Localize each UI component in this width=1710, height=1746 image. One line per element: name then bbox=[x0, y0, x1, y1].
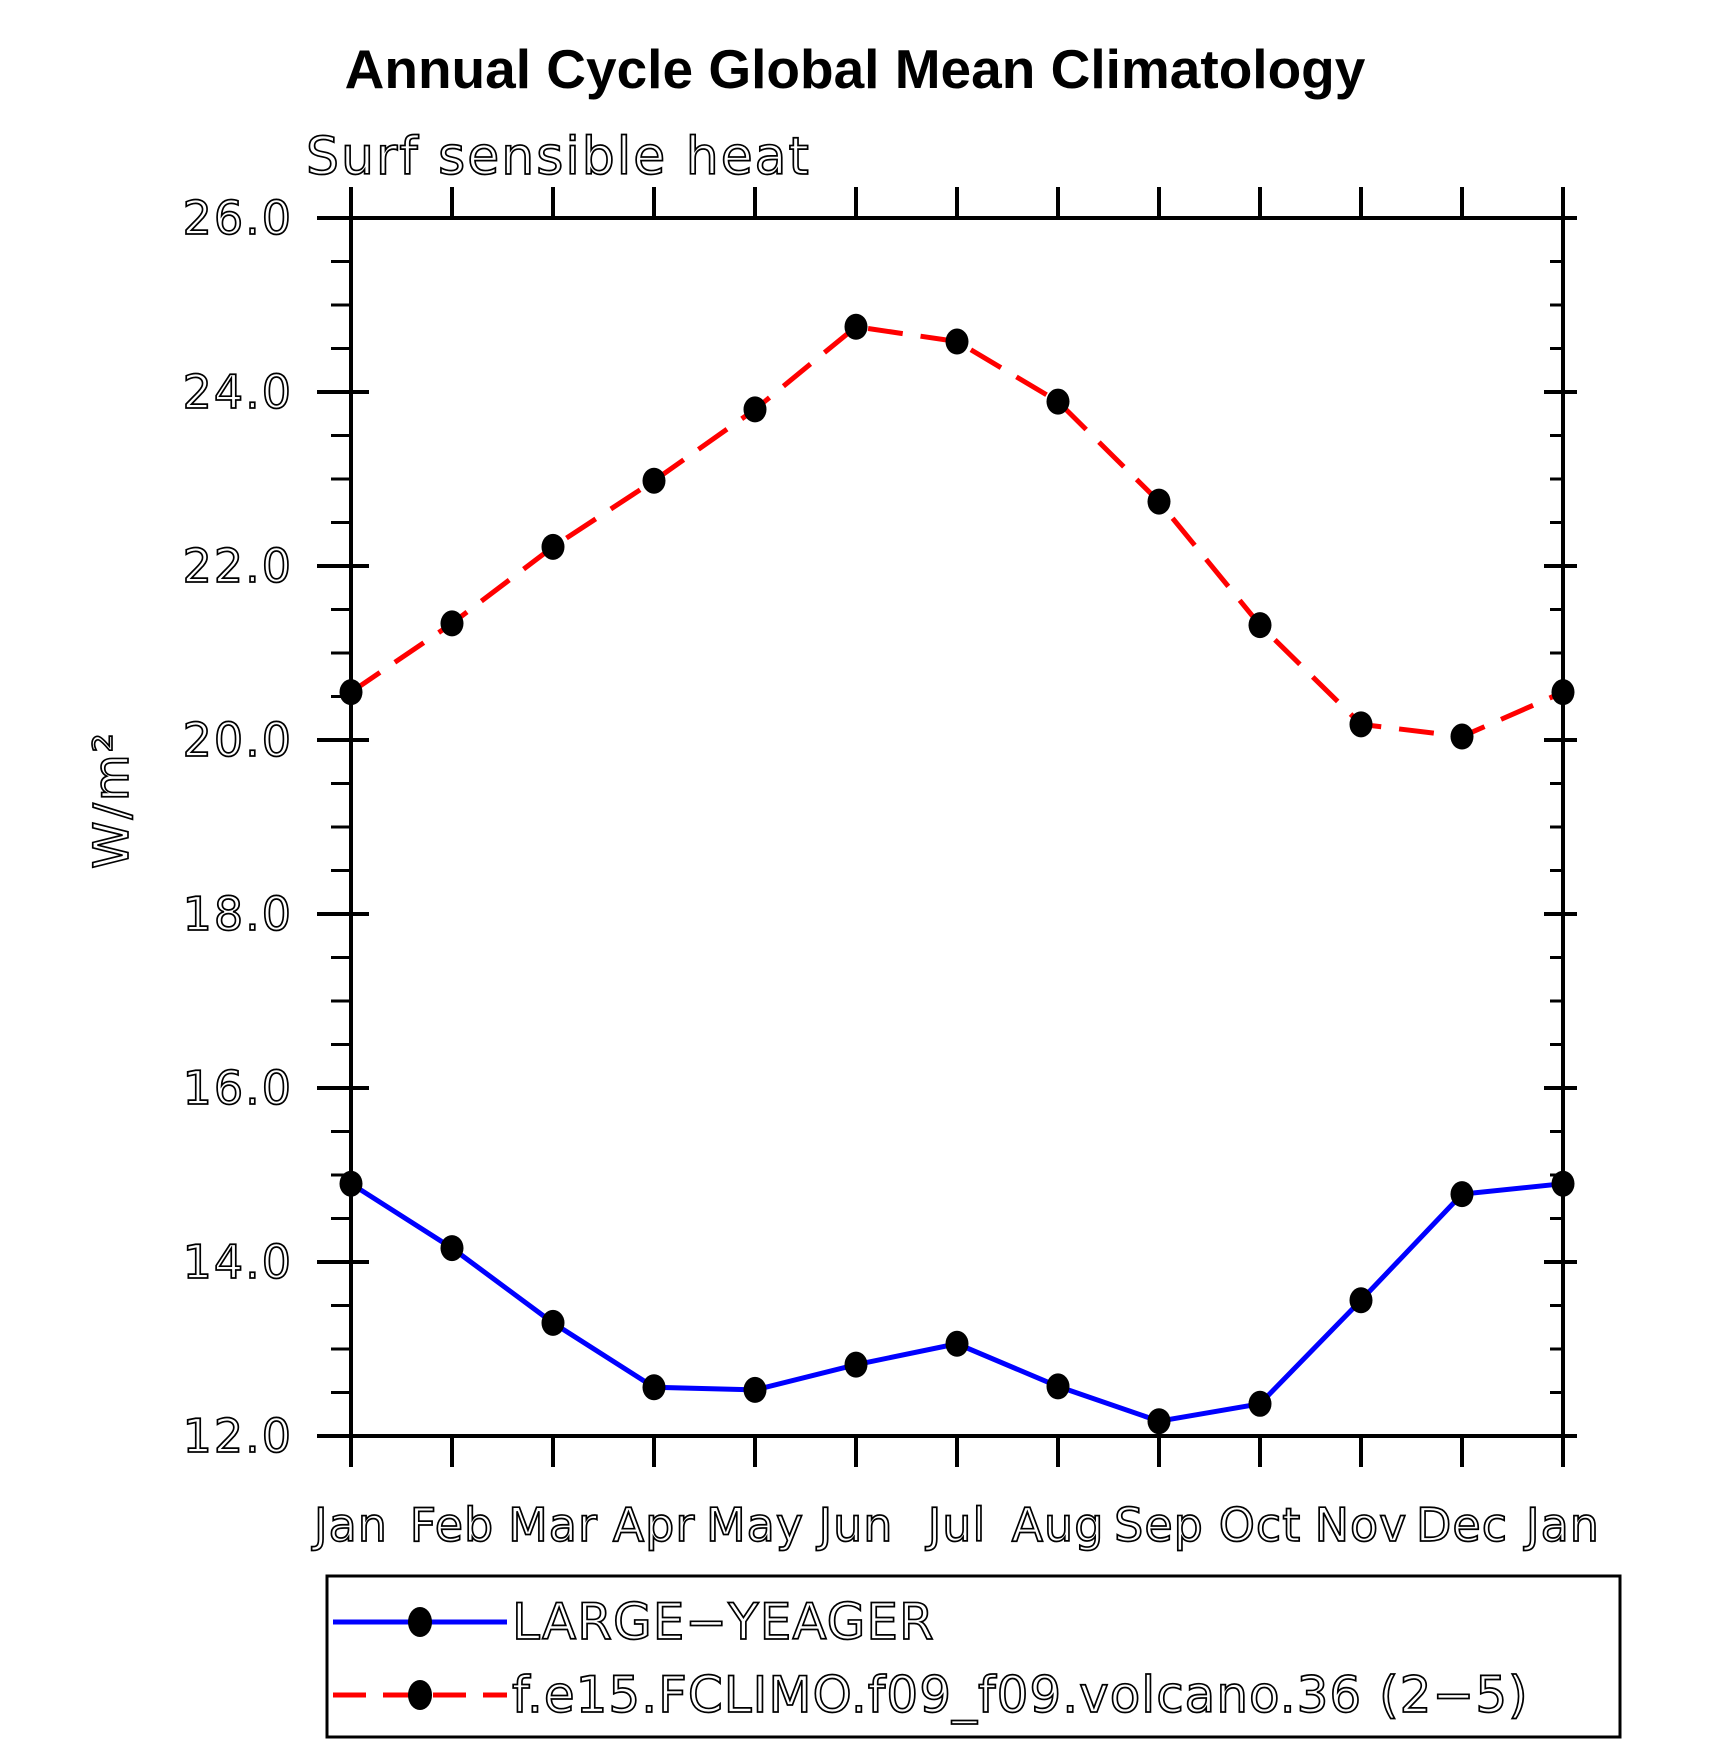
chart-subtitle: Surf sensible heat bbox=[306, 127, 811, 187]
x-tick-label: Nov bbox=[1315, 1498, 1408, 1552]
data-point-marker-series-1 bbox=[844, 313, 868, 340]
legend-sample-marker-1 bbox=[408, 1680, 432, 1710]
x-tick-label: Jan bbox=[311, 1498, 388, 1552]
x-tick-label: Jun bbox=[816, 1498, 894, 1552]
x-tick-label: Jan bbox=[1523, 1498, 1600, 1552]
x-tick-label: May bbox=[706, 1498, 804, 1552]
y-axis-label: W/m² bbox=[84, 731, 140, 869]
chart-title: Annual Cycle Global Mean Climatology bbox=[345, 38, 1366, 100]
y-tick-label: 20.0 bbox=[183, 713, 293, 767]
data-point-marker-series-1 bbox=[541, 533, 565, 560]
data-point-marker-series-1 bbox=[1147, 488, 1171, 515]
y-tick-label: 18.0 bbox=[183, 887, 293, 941]
data-point-marker-series-1 bbox=[440, 610, 464, 637]
y-tick-label: 26.0 bbox=[183, 191, 293, 245]
x-tick-label: Apr bbox=[613, 1498, 696, 1552]
data-point-marker-series-1 bbox=[1248, 612, 1272, 639]
y-tick-label: 24.0 bbox=[183, 365, 293, 419]
x-tick-label: Jul bbox=[925, 1498, 987, 1552]
series-layer bbox=[339, 313, 1575, 1435]
data-point-marker-series-1 bbox=[1349, 711, 1373, 738]
y-tick-label: 22.0 bbox=[183, 539, 293, 593]
data-point-marker-series-0 bbox=[844, 1351, 868, 1378]
x-tick-label: Mar bbox=[508, 1498, 598, 1552]
data-point-marker-series-0 bbox=[642, 1374, 666, 1401]
y-tick-label: 14.0 bbox=[183, 1235, 293, 1289]
y-tick-label: 16.0 bbox=[183, 1061, 293, 1115]
series-line-1 bbox=[349, 324, 1565, 740]
x-tick-label: Dec bbox=[1416, 1498, 1508, 1552]
data-point-marker-series-0 bbox=[1450, 1181, 1474, 1208]
x-tick-label: Aug bbox=[1012, 1498, 1105, 1552]
y-tick-label: 12.0 bbox=[183, 1409, 293, 1463]
legend-label-large-yeager: LARGE−YEAGER bbox=[512, 1593, 935, 1651]
data-point-marker-series-1 bbox=[945, 328, 969, 355]
data-point-marker-series-1 bbox=[743, 396, 767, 423]
data-point-marker-series-0 bbox=[743, 1376, 767, 1403]
data-point-marker-series-1 bbox=[1046, 388, 1070, 415]
series-line-0 bbox=[349, 1181, 1564, 1424]
data-point-marker-series-0 bbox=[1349, 1287, 1373, 1314]
data-point-marker-series-1 bbox=[1450, 723, 1474, 750]
data-point-marker-series-0 bbox=[1551, 1170, 1575, 1197]
x-tick-label: Oct bbox=[1219, 1498, 1302, 1552]
legend: LARGE−YEAGER f.e15.FCLIMO.f09_f09.volcan… bbox=[325, 1574, 1622, 1739]
data-point-marker-series-0 bbox=[1046, 1373, 1070, 1400]
data-point-marker-series-1 bbox=[1551, 679, 1575, 706]
x-tick-label: Feb bbox=[410, 1498, 494, 1552]
x-tick-label: Sep bbox=[1114, 1498, 1204, 1552]
data-point-marker-series-1 bbox=[339, 679, 363, 706]
data-point-marker-series-0 bbox=[339, 1170, 363, 1197]
legend-sample-marker-0 bbox=[408, 1607, 432, 1637]
legend-box bbox=[325, 1574, 1622, 1739]
data-point-marker-series-1 bbox=[642, 467, 666, 494]
legend-label-model-run: f.e15.FCLIMO.f09_f09.volcano.36 (2−5) bbox=[512, 1666, 1529, 1724]
data-point-marker-series-0 bbox=[440, 1235, 464, 1262]
data-point-marker-series-0 bbox=[945, 1330, 969, 1357]
axes-layer: Jan Feb Mar Apr May Jun Jul Aug Sep Oct Nov Dec Jan 1… bbox=[182, 187, 1600, 1553]
data-point-marker-series-0 bbox=[541, 1309, 565, 1336]
data-point-marker-series-0 bbox=[1248, 1390, 1272, 1417]
data-point-marker-series-0 bbox=[1147, 1408, 1171, 1435]
legend-samples bbox=[333, 1607, 507, 1710]
